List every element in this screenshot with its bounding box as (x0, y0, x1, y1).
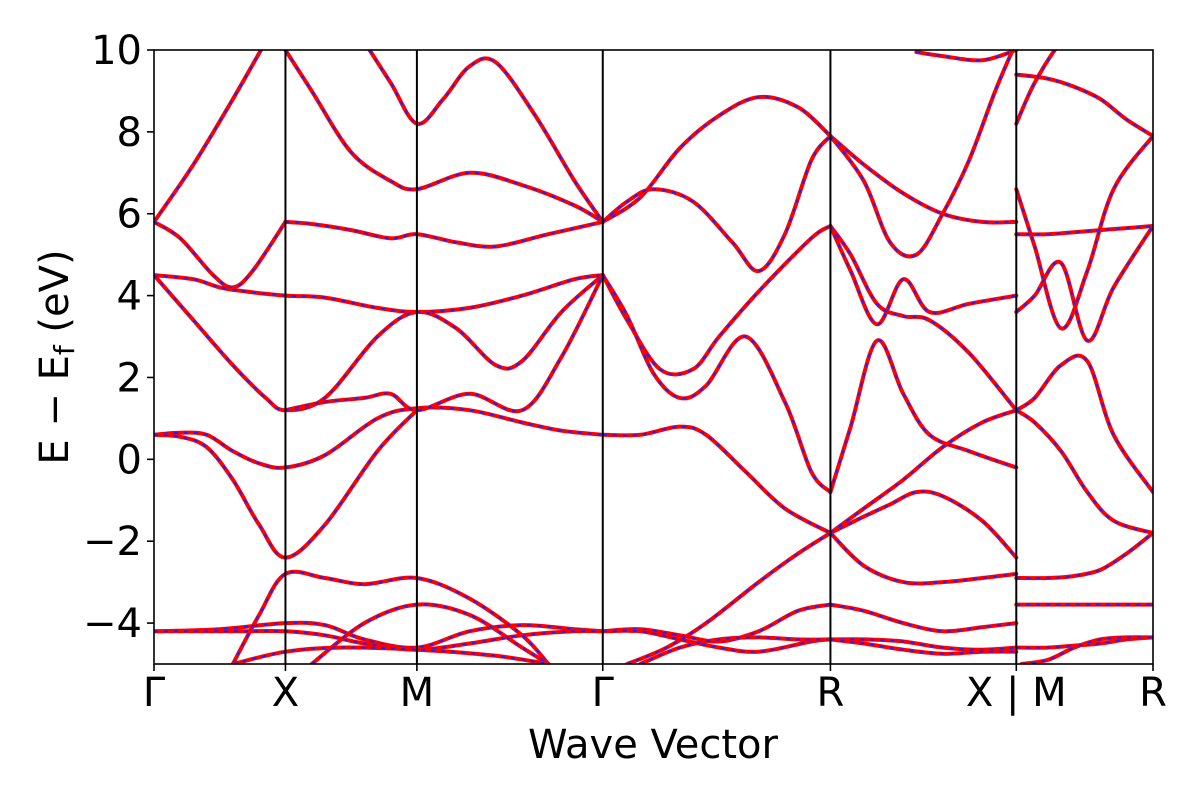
band-line-overlay (601, 225, 831, 376)
band-line-overlay (830, 603, 1017, 633)
band-line-overlay (829, 225, 1018, 411)
band-line-overlay (829, 135, 1017, 224)
band-line-overlay (830, 638, 1017, 655)
x-tick-label: Γ (592, 670, 615, 716)
band-line-overlay (232, 646, 549, 664)
band-line (230, 645, 551, 664)
y-tick-label: −2 (83, 519, 142, 565)
band-line (154, 273, 605, 413)
band-line-overlay (602, 135, 832, 272)
band-lines (154, 50, 1153, 664)
band-line (600, 424, 833, 535)
band-line-overlay (1015, 225, 1153, 342)
band-line-overlay (1015, 135, 1153, 330)
band-line-overlay (916, 50, 1017, 62)
band-line-overlay (1021, 636, 1153, 664)
band-line (1014, 408, 1153, 535)
band-line (154, 273, 605, 314)
band-line-overlay (154, 50, 263, 223)
band-line (828, 531, 1019, 586)
band-line (828, 134, 1019, 225)
band-line-overlay (830, 638, 1017, 651)
band-line (154, 219, 288, 290)
y-axis-title: E − Ef (eV) (32, 249, 81, 464)
band-line (1014, 224, 1153, 237)
y-tick-label: 10 (91, 28, 142, 74)
band-line (600, 224, 833, 377)
band-line (1014, 531, 1153, 581)
y-tick-label: 6 (117, 192, 142, 238)
y-tick-label: 4 (117, 274, 142, 320)
x-axis-title: Wave Vector (528, 722, 779, 768)
band-line-overlay (154, 621, 603, 649)
band-line-overlay (829, 409, 1017, 534)
band-line-overlay (154, 406, 603, 469)
band-line-overlay (601, 274, 832, 493)
band-line (828, 224, 1019, 327)
band-line (367, 50, 605, 224)
y-tick-label: −4 (83, 601, 142, 647)
band-line-overlay (1015, 409, 1153, 534)
x-tick-label: Γ (143, 670, 166, 716)
band-line (1014, 72, 1153, 138)
band-line-overlay (285, 274, 604, 413)
band-line-overlay (602, 603, 831, 643)
band-line-overlay (1015, 354, 1153, 493)
x-tick-label: R (1139, 670, 1167, 716)
x-tick-label: R (817, 670, 845, 716)
y-tick-label: 0 (117, 437, 142, 483)
band-line-overlay (829, 50, 1014, 258)
band-line (154, 50, 264, 224)
y-tick-label: 2 (117, 355, 142, 401)
high-symmetry-lines (284, 50, 1018, 664)
band-line-overlay (829, 532, 1017, 585)
band-line (1014, 50, 1058, 126)
band-line-overlay (232, 570, 550, 664)
x-tick-label: X (272, 670, 299, 716)
band-line (1019, 635, 1153, 664)
band-line-overlay (1016, 532, 1153, 580)
band-line (309, 602, 551, 664)
band-line (600, 94, 833, 224)
x-tick-label: M (400, 670, 435, 716)
y-tick-label: 8 (117, 110, 142, 156)
band-line (828, 489, 1019, 560)
band-line-overlay (1015, 50, 1057, 125)
band-line-overlay (311, 603, 549, 664)
band-line-overlay (640, 636, 831, 664)
band-line (828, 338, 1019, 495)
band-line-overlay (154, 409, 418, 559)
band-line (600, 273, 833, 495)
band-line-overlay (1016, 73, 1153, 137)
band-line-overlay (829, 225, 1017, 326)
band-line-overlay (1016, 225, 1153, 236)
y-axis-ticks: −4 −2 0 2 4 6 8 10 (83, 28, 154, 647)
band-line-overlay (626, 532, 831, 664)
x-tick-label: X | M (966, 670, 1067, 716)
band-line (600, 602, 833, 644)
band-line (154, 405, 605, 470)
x-axis-ticks: Γ X M Γ R X | M R (143, 664, 1167, 716)
band-line-overlay (368, 50, 604, 223)
band-line-overlay (829, 339, 1017, 493)
band-line (283, 219, 605, 249)
plot-frame (153, 49, 1154, 665)
band-line-overlay (284, 50, 604, 223)
band-line-overlay (154, 274, 604, 412)
